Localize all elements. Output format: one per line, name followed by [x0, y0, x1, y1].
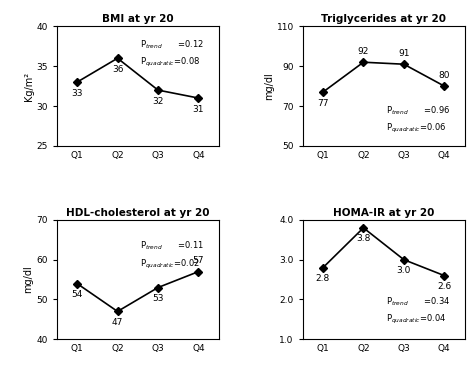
Y-axis label: mg/dl: mg/dl: [264, 72, 273, 100]
Title: HDL-cholesterol at yr 20: HDL-cholesterol at yr 20: [66, 208, 210, 218]
Text: 32: 32: [152, 97, 164, 106]
Y-axis label: Kg/m²: Kg/m²: [24, 72, 34, 101]
Text: 91: 91: [398, 49, 410, 58]
Text: 36: 36: [112, 65, 123, 74]
Text: 3.8: 3.8: [356, 234, 371, 244]
Text: P$_{trend}$      =0.34
P$_{quadratic}$=0.04: P$_{trend}$ =0.34 P$_{quadratic}$=0.04: [386, 296, 450, 326]
Title: Triglycerides at yr 20: Triglycerides at yr 20: [321, 14, 446, 24]
Text: 33: 33: [72, 89, 83, 98]
Y-axis label: mg/dl: mg/dl: [24, 266, 34, 293]
Title: BMI at yr 20: BMI at yr 20: [102, 14, 173, 24]
Text: 80: 80: [438, 70, 450, 80]
Text: 54: 54: [72, 290, 83, 299]
Text: 77: 77: [317, 99, 329, 108]
Text: 31: 31: [192, 105, 204, 113]
Text: 92: 92: [358, 47, 369, 56]
Text: P$_{trend}$      =0.12
P$_{quadratic}$=0.08: P$_{trend}$ =0.12 P$_{quadratic}$=0.08: [140, 38, 204, 69]
Text: P$_{trend}$      =0.96
P$_{quadratic}$=0.06: P$_{trend}$ =0.96 P$_{quadratic}$=0.06: [386, 104, 450, 135]
Text: P$_{trend}$      =0.11
P$_{quadratic}$=0.02: P$_{trend}$ =0.11 P$_{quadratic}$=0.02: [140, 240, 204, 271]
Text: 2.6: 2.6: [437, 282, 451, 291]
Text: 57: 57: [192, 256, 204, 265]
Text: 2.8: 2.8: [316, 274, 330, 283]
Text: 47: 47: [112, 318, 123, 327]
Text: 3.0: 3.0: [397, 266, 411, 275]
Title: HOMA-IR at yr 20: HOMA-IR at yr 20: [333, 208, 434, 218]
Text: 53: 53: [152, 294, 164, 303]
